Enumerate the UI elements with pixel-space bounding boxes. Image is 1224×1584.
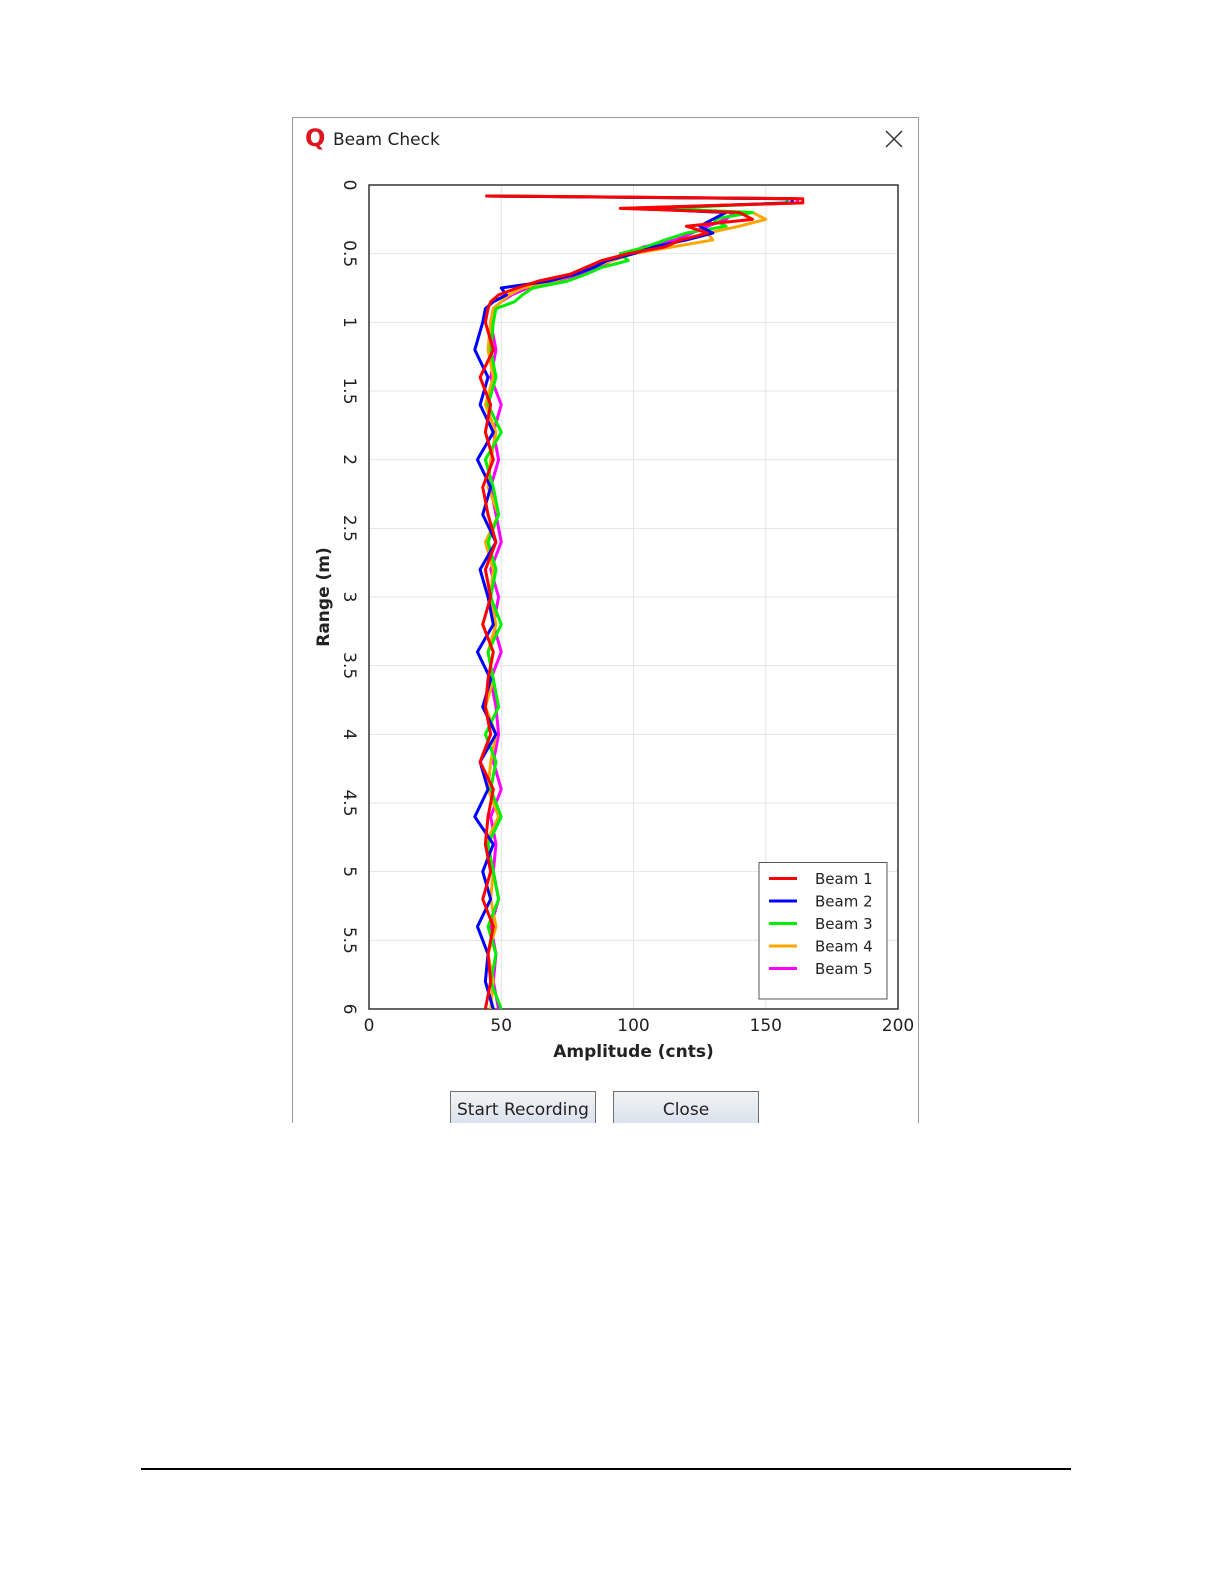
beam-line xyxy=(483,194,789,1010)
y-tick-label: 4 xyxy=(339,729,359,740)
x-tick-label: 200 xyxy=(882,1016,914,1036)
x-tick-label: 0 xyxy=(364,1016,375,1036)
start-recording-button[interactable]: Start Recording xyxy=(450,1091,596,1123)
close-button[interactable]: Close xyxy=(613,1091,759,1123)
app-icon: Q xyxy=(305,124,326,152)
y-tick-label: 5.5 xyxy=(339,927,359,954)
y-tick-label: 1.5 xyxy=(339,377,359,404)
footer-rule xyxy=(141,1468,1071,1470)
x-axis-title: Amplitude (cnts) xyxy=(553,1042,714,1062)
beam-line xyxy=(483,194,794,1010)
x-tick-label: 50 xyxy=(490,1016,512,1036)
beam-line xyxy=(478,194,805,1010)
x-tick-label: 100 xyxy=(617,1016,649,1036)
window-title: Beam Check xyxy=(333,130,440,150)
beam-line xyxy=(488,194,799,1010)
y-tick-label: 3 xyxy=(339,592,359,603)
legend-label: Beam 1 xyxy=(815,870,873,888)
y-tick-label: 3.5 xyxy=(339,652,359,679)
y-tick-label: 2 xyxy=(339,454,359,465)
x-tick-label: 150 xyxy=(750,1016,782,1036)
legend-label: Beam 4 xyxy=(815,938,873,956)
y-tick-label: 0 xyxy=(339,180,359,191)
y-tick-label: 1 xyxy=(339,317,359,328)
legend-label: Beam 3 xyxy=(815,915,873,933)
y-tick-label: 5 xyxy=(339,866,359,877)
legend-label: Beam 2 xyxy=(815,893,873,911)
dialog: 0 50 100 150 200 0 0.5 1 1.5 2 2.5 3 3.5 4 4.5 5 5.5 6 Amp… xyxy=(292,117,919,1123)
y-tick-label: 6 xyxy=(339,1004,359,1015)
y-tick-label: 4.5 xyxy=(339,789,359,816)
chart: 0 50 100 150 200 0 0.5 1 1.5 2 2.5 3 3.5 4 4.5 5 5.5 6 Amp… xyxy=(314,180,914,1062)
legend-label: Beam 5 xyxy=(815,960,873,978)
legend-box xyxy=(758,862,888,1000)
plot-frame xyxy=(368,184,899,1010)
y-tick-label: 2.5 xyxy=(339,515,359,542)
y-axis-title: Range (m) xyxy=(314,547,334,647)
close-icon[interactable] xyxy=(883,128,905,150)
y-tick-label: 0.5 xyxy=(339,240,359,267)
